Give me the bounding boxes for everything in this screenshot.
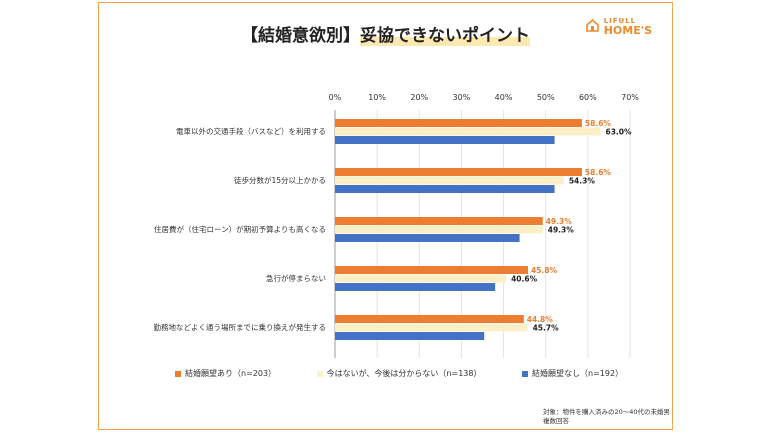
bar <box>335 315 524 323</box>
legend-label-1: 結婚願望あり（n=203） <box>185 369 277 378</box>
legend-swatch-2 <box>316 370 323 377</box>
x-tick-label: 0% <box>329 93 342 102</box>
chart-frame: 【結婚意欲別】妥協できないポイント LIFULL HOME'S <box>98 2 673 430</box>
bar <box>335 225 543 234</box>
x-tick-label: 10% <box>368 93 386 102</box>
data-label: 38.0% <box>468 283 495 292</box>
data-label: 52.1% <box>528 185 555 194</box>
bar <box>335 136 555 144</box>
data-label: 44.8% <box>527 315 554 324</box>
bar <box>335 168 582 176</box>
chart-title: 【結婚意欲別】妥協できないポイント <box>99 21 672 46</box>
data-label: 45.8% <box>531 266 558 275</box>
bar <box>335 274 507 283</box>
category-label: 電車以外の交通手段（バスなど）を利用する <box>176 126 326 136</box>
data-label: 40.6% <box>511 275 538 284</box>
data-label: 54.3% <box>569 177 596 186</box>
data-label: 49.3% <box>546 217 573 226</box>
x-tick-label: 50% <box>537 93 555 102</box>
legend: 結婚願望あり（n=203） 今はないが、今後は分からない（n=138） 結婚願望… <box>175 368 661 379</box>
data-label: 63.0% <box>605 128 632 137</box>
data-label: 58.6% <box>585 119 612 128</box>
title-main: 妥協できないポイント <box>360 26 530 46</box>
bar <box>335 127 601 136</box>
bar <box>335 332 485 340</box>
category-label: 徒歩分数が15分以上かかる <box>234 175 326 185</box>
category-label: 住居費が（住宅ローン）が期初予算よりも高くなる <box>154 224 326 234</box>
x-tick-label: 20% <box>410 93 428 102</box>
data-label: 58.6% <box>585 168 612 177</box>
legend-swatch-3 <box>522 370 529 377</box>
legend-item-1: 結婚願望あり（n=203） <box>175 369 276 378</box>
bar <box>335 323 528 332</box>
bar <box>335 119 582 127</box>
logo-line1: LIFULL <box>603 17 637 25</box>
category-label: 急行が停まらない <box>266 273 326 283</box>
x-tick-label: 40% <box>495 93 513 102</box>
legend-label-2: 今はないが、今後は分からない（n=138） <box>326 369 482 378</box>
data-label: 45.7% <box>533 324 560 333</box>
x-tick-label: 60% <box>579 93 597 102</box>
footnote: 対象：物件を購入済みの20～40代の未婚男 複数回答 <box>543 408 670 426</box>
category-label: 勤務地などよく通う場所までに乗り換えが発生する <box>154 322 327 332</box>
legend-item-2: 今はないが、今後は分からない（n=138） <box>316 369 482 378</box>
legend-swatch-1 <box>175 370 181 377</box>
logo-line2: HOME'S <box>603 24 652 37</box>
data-label: 35.4% <box>457 332 484 341</box>
data-label: 49.3% <box>548 226 575 235</box>
x-tick-label: 30% <box>453 93 471 102</box>
bar <box>335 217 543 225</box>
bar <box>335 266 529 274</box>
bar <box>335 176 564 185</box>
bar <box>335 185 555 193</box>
legend-item-3: 結婚願望なし（n=192） <box>522 369 623 378</box>
x-tick-label: 70% <box>621 93 639 102</box>
bar <box>335 234 520 242</box>
lifull-homes-logo: LIFULL HOME'S <box>585 17 652 37</box>
footnote-line2: 複数回答 <box>542 417 569 425</box>
house-icon <box>585 19 599 32</box>
data-label: 52.1% <box>528 136 555 145</box>
title-bracket: 【結婚意欲別】 <box>241 26 360 46</box>
data-label: 43.8% <box>493 234 520 243</box>
legend-label-3: 結婚願望なし（n=192） <box>532 369 624 378</box>
bar <box>335 283 496 291</box>
footnote-line1: 対象：物件を購入済みの20～40代の未婚男 <box>542 408 670 416</box>
